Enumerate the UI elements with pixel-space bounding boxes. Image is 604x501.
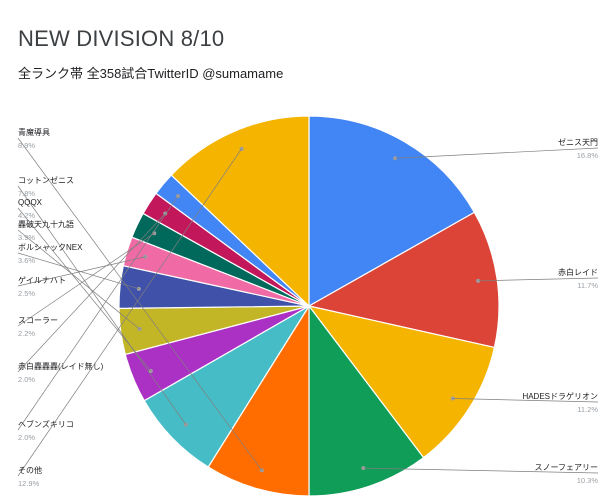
chart-subtitle: 全ランク帯 全358試合TwitterID @sumamame — [18, 66, 284, 81]
leader-line-3 — [452, 398, 599, 403]
pie-slice-14[interactable] — [170, 115, 310, 308]
pie-slice-5[interactable] — [207, 303, 310, 497]
pie-slices — [118, 115, 500, 497]
slice-label-8: 轟破天九十九語 — [18, 219, 74, 229]
leader-line-10 — [17, 256, 146, 287]
slice-percent-14: 12.9% — [18, 479, 40, 488]
pie-slice-4[interactable] — [308, 304, 425, 497]
slice-label-5: 青魔導具 — [18, 127, 50, 137]
slice-label-14: その他 — [18, 465, 42, 475]
slice-percent-2: 11.7% — [577, 281, 598, 290]
pie-slice-2[interactable] — [307, 211, 500, 349]
leader-line-7 — [17, 207, 152, 372]
leader-line-13 — [17, 195, 179, 431]
slice-percent-10: 2.5% — [18, 289, 35, 298]
slice-label-2: 赤白レイド — [558, 267, 598, 277]
slice-percent-12: 2.0% — [18, 375, 35, 384]
leader-line-14 — [17, 148, 242, 477]
slice-label-1: ゼニス天門 — [558, 137, 598, 147]
pie-slice-6[interactable] — [143, 305, 310, 468]
slice-percent-4: 10.3% — [577, 476, 599, 485]
leader-line-4 — [363, 467, 599, 474]
pie-slice-1[interactable] — [308, 115, 476, 308]
leader-line-6 — [17, 185, 187, 425]
pie-labels: ゼニス天門 16.8% 赤白レイド 11.7% HADESドラゲリオン 11.2% スノーフ… — [17, 127, 599, 488]
slice-label-10: ゲイルナハト — [18, 275, 66, 285]
slice-percent-7: 4.2% — [18, 211, 35, 220]
slice-label-7: QQQX — [18, 198, 43, 207]
slice-percent-6: 7.8% — [18, 189, 35, 198]
slice-label-13: ヘブンズキリコ — [18, 419, 74, 429]
slice-label-3: HADESドラゲリオン — [522, 391, 598, 401]
slice-label-12: 赤白轟轟轟(レイド無し) — [18, 361, 104, 371]
slice-percent-1: 16.8% — [577, 151, 599, 160]
slice-label-9: ボルシャックNEX — [18, 243, 83, 252]
slice-label-11: スコーラー — [18, 316, 58, 325]
leader-line-5 — [17, 137, 263, 471]
slice-percent-9: 3.6% — [18, 256, 35, 265]
slice-percent-8: 3.9% — [18, 233, 35, 242]
slice-percent-3: 11.2% — [577, 405, 598, 414]
slice-percent-13: 2.0% — [18, 433, 35, 442]
slice-label-4: スノーフェアリー — [534, 463, 598, 472]
leader-line-2 — [478, 277, 599, 282]
pie-slice-3[interactable] — [307, 305, 496, 459]
slice-percent-11: 2.2% — [18, 329, 35, 338]
slice-percent-5: 8.9% — [18, 141, 35, 150]
chart-title: NEW DIVISION 8/10 — [18, 26, 225, 51]
leader-line-8 — [17, 229, 140, 330]
leader-line-11 — [17, 232, 155, 327]
leader-line-1 — [395, 147, 599, 159]
slice-label-6: コットンゼニス — [18, 175, 74, 185]
leader-line-12 — [17, 213, 166, 373]
